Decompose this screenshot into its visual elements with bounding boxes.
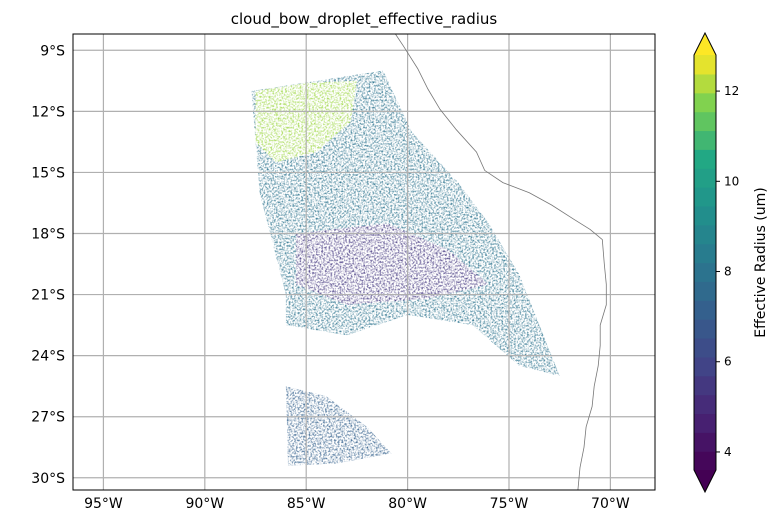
lat-tick-label: 27°S <box>31 410 65 426</box>
colorbar-level <box>694 168 716 188</box>
colorbar-tick-label: 10 <box>724 174 739 188</box>
swath-southern-patch <box>285 386 392 466</box>
colorbar-level <box>694 149 716 169</box>
lon-tick-label: 70°W <box>591 496 630 512</box>
colorbar-level <box>694 319 716 339</box>
plot-frame <box>72 33 656 491</box>
lon-tick-label: 95°W <box>84 496 123 512</box>
lon-tick-label: 90°W <box>185 496 224 512</box>
lon-tick-label: 75°W <box>490 496 529 512</box>
colorbar-level <box>694 375 716 396</box>
map-plot-area <box>72 33 656 491</box>
gridlines <box>73 34 655 490</box>
swath-main-swath <box>251 70 560 376</box>
colorbar-extend-max <box>694 33 716 55</box>
latitude-tick-labels: 9°S 12°S 15°S 18°S 21°S 24°S 27°S 30°S <box>31 43 65 487</box>
colorbar-extend-min <box>694 470 716 492</box>
swath-dark-band-middle <box>296 223 489 305</box>
lat-tick-label: 24°S <box>31 349 65 365</box>
colorbar-level <box>694 432 716 452</box>
colorbar-level <box>694 337 716 358</box>
lat-tick-label: 15°S <box>31 165 65 181</box>
colorbar-tick-label: 6 <box>724 355 732 369</box>
colorbar-tick-label: 4 <box>724 445 732 459</box>
colorbar-level <box>694 356 716 377</box>
longitude-tick-labels: 95°W 90°W 85°W 80°W 75°W 70°W <box>84 496 630 512</box>
lat-tick-label: 30°S <box>31 471 65 487</box>
colorbar-outline <box>693 31 717 494</box>
colorbar-level <box>694 205 716 226</box>
colorbar-level <box>694 130 716 150</box>
colorbar-level <box>694 394 716 415</box>
chart-title: cloud_bow_droplet_effective_radius <box>231 10 498 29</box>
lat-tick-label: 21°S <box>31 288 65 304</box>
colorbar-tick-label: 12 <box>724 84 739 98</box>
colorbar-level <box>694 111 716 132</box>
lat-tick-label: 18°S <box>31 227 65 243</box>
colorbar-level <box>694 413 716 433</box>
colorbar-level <box>694 451 716 471</box>
colorbar-level <box>694 243 716 264</box>
colorbar-level <box>694 300 716 320</box>
colorbar-level <box>694 262 716 282</box>
colorbar-level <box>694 73 716 94</box>
colorbar-level <box>694 92 716 113</box>
colorbar-level <box>694 224 716 245</box>
colorbar-level <box>694 55 716 75</box>
colorbar: 4 6 8 10 12 <box>693 31 739 494</box>
lat-tick-label: 9°S <box>40 43 65 59</box>
colorbar-level <box>694 281 716 301</box>
colorbar-label: Effective Radius (um) <box>753 187 769 337</box>
lat-tick-label: 12°S <box>31 104 65 120</box>
colorbar-level <box>694 187 716 207</box>
lon-tick-label: 85°W <box>287 496 326 512</box>
colorbar-tick-label: 8 <box>724 265 732 279</box>
coastline <box>395 34 607 490</box>
lon-tick-label: 80°W <box>388 496 427 512</box>
